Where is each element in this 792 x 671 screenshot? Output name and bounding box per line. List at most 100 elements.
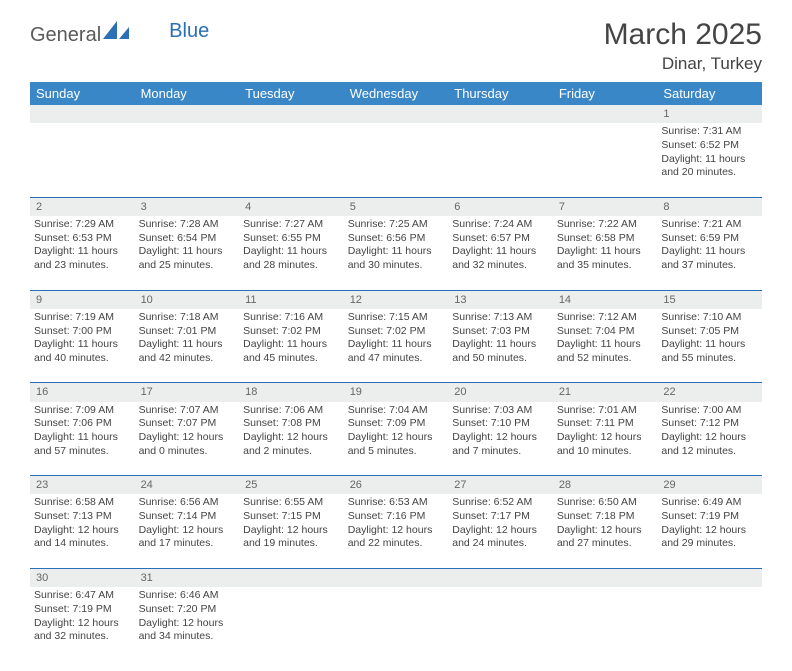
day-number xyxy=(344,568,449,587)
day-cell: Sunrise: 6:58 AMSunset: 7:13 PMDaylight:… xyxy=(30,494,135,568)
day1-text: Daylight: 12 hours xyxy=(557,431,654,445)
location-label: Dinar, Turkey xyxy=(604,54,762,74)
sunset-text: Sunset: 7:16 PM xyxy=(348,510,445,524)
day-cell: Sunrise: 7:04 AMSunset: 7:09 PMDaylight:… xyxy=(344,402,449,476)
day-number: 3 xyxy=(135,197,240,216)
day1-text: Daylight: 12 hours xyxy=(557,524,654,538)
sunrise-text: Sunrise: 6:58 AM xyxy=(34,496,131,510)
day2-text: and 32 minutes. xyxy=(452,259,549,273)
day-cell: Sunrise: 7:00 AMSunset: 7:12 PMDaylight:… xyxy=(657,402,762,476)
day1-text: Daylight: 11 hours xyxy=(243,338,340,352)
day-number xyxy=(448,568,553,587)
sunrise-text: Sunrise: 7:28 AM xyxy=(139,218,236,232)
day-cell: Sunrise: 7:12 AMSunset: 7:04 PMDaylight:… xyxy=(553,309,658,383)
calendar-table: Sunday Monday Tuesday Wednesday Thursday… xyxy=(30,82,762,661)
day-cell: Sunrise: 7:06 AMSunset: 7:08 PMDaylight:… xyxy=(239,402,344,476)
day1-text: Daylight: 12 hours xyxy=(452,431,549,445)
sunset-text: Sunset: 7:11 PM xyxy=(557,417,654,431)
sunset-text: Sunset: 6:58 PM xyxy=(557,232,654,246)
day-number: 2 xyxy=(30,197,135,216)
day-cell: Sunrise: 7:09 AMSunset: 7:06 PMDaylight:… xyxy=(30,402,135,476)
day2-text: and 19 minutes. xyxy=(243,537,340,551)
day2-text: and 37 minutes. xyxy=(661,259,758,273)
day1-text: Daylight: 11 hours xyxy=(557,245,654,259)
sunrise-text: Sunrise: 7:31 AM xyxy=(661,125,758,139)
day-cell: Sunrise: 6:56 AMSunset: 7:14 PMDaylight:… xyxy=(135,494,240,568)
day1-text: Daylight: 12 hours xyxy=(348,524,445,538)
day-cell: Sunrise: 7:21 AMSunset: 6:59 PMDaylight:… xyxy=(657,216,762,290)
sunrise-text: Sunrise: 6:47 AM xyxy=(34,589,131,603)
week-row: Sunrise: 6:58 AMSunset: 7:13 PM Daylight:… xyxy=(30,494,762,568)
day2-text: and 28 minutes. xyxy=(243,259,340,273)
sunset-text: Sunset: 7:10 PM xyxy=(452,417,549,431)
sunrise-text: Sunrise: 6:55 AM xyxy=(243,496,340,510)
day-cell xyxy=(553,123,658,197)
sunset-text: Sunset: 7:04 PM xyxy=(557,325,654,339)
day-number: 6 xyxy=(448,197,553,216)
day1-text: Daylight: 12 hours xyxy=(452,524,549,538)
day2-text: and 17 minutes. xyxy=(139,537,236,551)
day-number xyxy=(30,105,135,123)
sunrise-text: Sunrise: 7:25 AM xyxy=(348,218,445,232)
day1-text: Daylight: 11 hours xyxy=(661,245,758,259)
sunset-text: Sunset: 7:13 PM xyxy=(34,510,131,524)
day2-text: and 29 minutes. xyxy=(661,537,758,551)
week-row: Sunrise: 7:09 AMSunset: 7:06 PMDaylight:… xyxy=(30,402,762,476)
day-number: 20 xyxy=(448,383,553,402)
week-row: Sunrise: 6:47 AMSunset: 7:19 PMDaylight:… xyxy=(30,587,762,661)
sunrise-text: Sunrise: 7:01 AM xyxy=(557,404,654,418)
sunset-text: Sunset: 6:52 PM xyxy=(661,139,758,153)
daynum-row: 1 xyxy=(30,105,762,123)
day-number: 27 xyxy=(448,476,553,495)
day-number: 18 xyxy=(239,383,344,402)
sunset-text: Sunset: 7:15 PM xyxy=(243,510,340,524)
sunrise-text: Sunrise: 7:21 AM xyxy=(661,218,758,232)
day2-text: and 40 minutes. xyxy=(34,352,131,366)
brand-part1: General xyxy=(30,24,101,47)
day-cell: Sunrise: 7:10 AMSunset: 7:05 PMDaylight:… xyxy=(657,309,762,383)
sunset-text: Sunset: 7:02 PM xyxy=(243,325,340,339)
calendar-page: General Blue March 2025 Dinar, Turkey Su… xyxy=(0,0,792,671)
day1-text: Daylight: 11 hours xyxy=(34,338,131,352)
sunrise-text: Sunrise: 7:03 AM xyxy=(452,404,549,418)
sunrise-text: Sunrise: 7:24 AM xyxy=(452,218,549,232)
day-number: 17 xyxy=(135,383,240,402)
day-number: 26 xyxy=(344,476,449,495)
sunrise-text: Sunrise: 7:07 AM xyxy=(139,404,236,418)
daynum-row: 2345678 xyxy=(30,197,762,216)
sunrise-text: Sunrise: 7:15 AM xyxy=(348,311,445,325)
sunset-text: Sunset: 6:53 PM xyxy=(34,232,131,246)
day-number xyxy=(553,105,658,123)
sunset-text: Sunset: 7:01 PM xyxy=(139,325,236,339)
sunrise-text: Sunrise: 6:52 AM xyxy=(452,496,549,510)
day1-text: Daylight: 11 hours xyxy=(34,431,131,445)
sunrise-text: Sunrise: 6:56 AM xyxy=(139,496,236,510)
sunrise-text: Sunrise: 6:53 AM xyxy=(348,496,445,510)
day2-text: and 14 minutes. xyxy=(34,537,131,551)
day-cell: Sunrise: 7:18 AMSunset: 7:01 PMDaylight:… xyxy=(135,309,240,383)
day-cell: Sunrise: 6:52 AMSunset: 7:17 PMDaylight:… xyxy=(448,494,553,568)
day2-text: and 50 minutes. xyxy=(452,352,549,366)
sunset-text: Sunset: 6:57 PM xyxy=(452,232,549,246)
day-number: 1 xyxy=(657,105,762,123)
day-cell xyxy=(239,587,344,661)
sunrise-text: Sunrise: 7:16 AM xyxy=(243,311,340,325)
day2-text: and 52 minutes. xyxy=(557,352,654,366)
day1-text: Daylight: 12 hours xyxy=(34,617,131,631)
title-block: March 2025 Dinar, Turkey xyxy=(604,18,762,74)
day2-text: and 22 minutes. xyxy=(348,537,445,551)
day-number: 31 xyxy=(135,568,240,587)
day1-text: Daylight: 11 hours xyxy=(34,245,131,259)
sunset-text: Sunset: 7:12 PM xyxy=(661,417,758,431)
day-cell: Sunrise: 7:07 AMSunset: 7:07 PMDaylight:… xyxy=(135,402,240,476)
sunset-text: Sunset: 7:09 PM xyxy=(348,417,445,431)
day-cell: Sunrise: 7:19 AMSunset: 7:00 PMDaylight:… xyxy=(30,309,135,383)
month-title: March 2025 xyxy=(604,18,762,52)
weekday-header: Wednesday xyxy=(344,82,449,105)
day2-text: and 24 minutes. xyxy=(452,537,549,551)
day-number: 24 xyxy=(135,476,240,495)
day2-text: and 7 minutes. xyxy=(452,445,549,459)
day2-text: and 12 minutes. xyxy=(661,445,758,459)
day-number: 30 xyxy=(30,568,135,587)
daynum-row: 16171819202122 xyxy=(30,383,762,402)
